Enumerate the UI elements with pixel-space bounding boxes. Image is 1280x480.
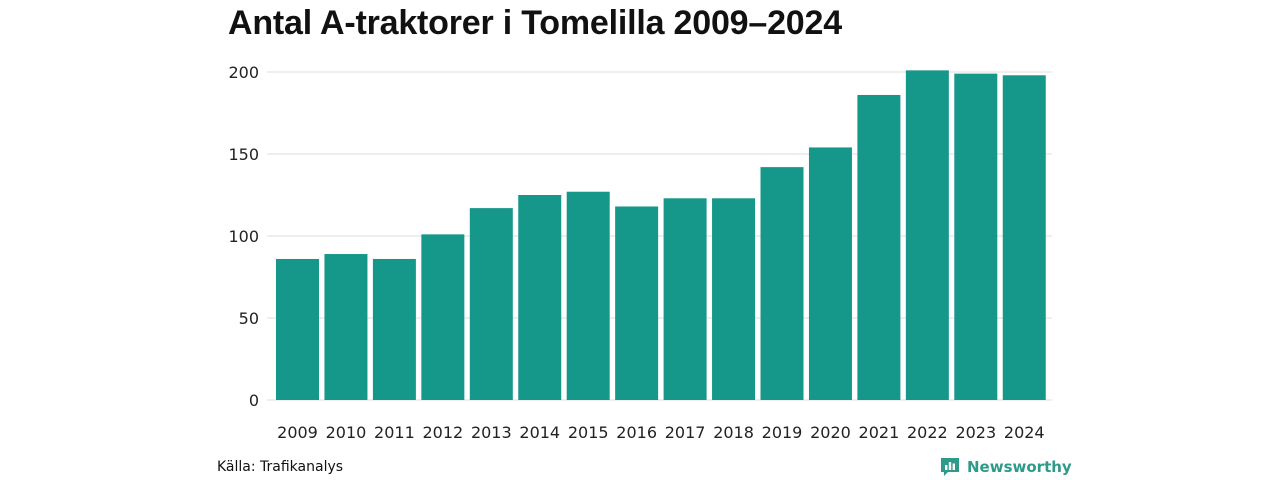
bar-2012 <box>421 234 465 400</box>
x-tick-label: 2014 <box>519 423 560 442</box>
x-tick-label: 2019 <box>762 423 803 442</box>
x-tick-label: 2013 <box>471 423 512 442</box>
bar-2024 <box>1002 75 1046 400</box>
bar-2023 <box>954 73 998 400</box>
bar-2016 <box>615 206 659 400</box>
x-tick-label: 2012 <box>422 423 463 442</box>
bar-2020 <box>808 147 852 400</box>
bar-2015 <box>566 191 610 400</box>
x-tick-label: 2016 <box>616 423 657 442</box>
bar-2011 <box>372 258 416 400</box>
x-axis-tick-labels: 2009 2010 2011 2012 2013 2014 2015 2016 2017 2018… <box>277 423 1044 442</box>
x-tick-label: 2021 <box>859 423 900 442</box>
x-tick-label: 2018 <box>713 423 754 442</box>
bars <box>276 70 1046 401</box>
x-tick-label: 2022 <box>907 423 948 442</box>
brand-logo: Newsworthy <box>939 456 1072 478</box>
bar-2022 <box>905 70 949 401</box>
x-tick-label: 2009 <box>277 423 318 442</box>
bar-2010 <box>324 254 368 400</box>
y-axis-tick-labels: 0 50 100 150 200 <box>228 63 259 410</box>
x-tick-label: 2023 <box>955 423 996 442</box>
x-tick-label: 2020 <box>810 423 851 442</box>
brand-name: Newsworthy <box>967 458 1072 476</box>
x-tick-label: 2024 <box>1004 423 1045 442</box>
bar-2009 <box>276 258 319 400</box>
y-tick-label: 200 <box>228 63 259 82</box>
y-tick-label: 150 <box>228 145 259 164</box>
x-tick-label: 2015 <box>568 423 609 442</box>
x-tick-label: 2010 <box>326 423 367 442</box>
x-tick-label: 2011 <box>374 423 415 442</box>
y-tick-label: 0 <box>249 391 259 410</box>
bar-2014 <box>518 195 562 400</box>
source-note: Källa: Trafikanalys <box>217 459 344 475</box>
bar-2018 <box>712 198 756 400</box>
y-tick-label: 100 <box>228 227 259 246</box>
newsworthy-logo-icon <box>941 458 959 476</box>
bar-2017 <box>663 198 707 400</box>
bar-2013 <box>469 208 513 400</box>
bar-2021 <box>857 94 901 401</box>
y-tick-label: 50 <box>239 309 259 328</box>
x-tick-label: 2017 <box>665 423 706 442</box>
bar-2019 <box>760 167 804 400</box>
chart-title: Antal A-traktorer i Tomelilla 2009–2024 <box>228 4 842 42</box>
